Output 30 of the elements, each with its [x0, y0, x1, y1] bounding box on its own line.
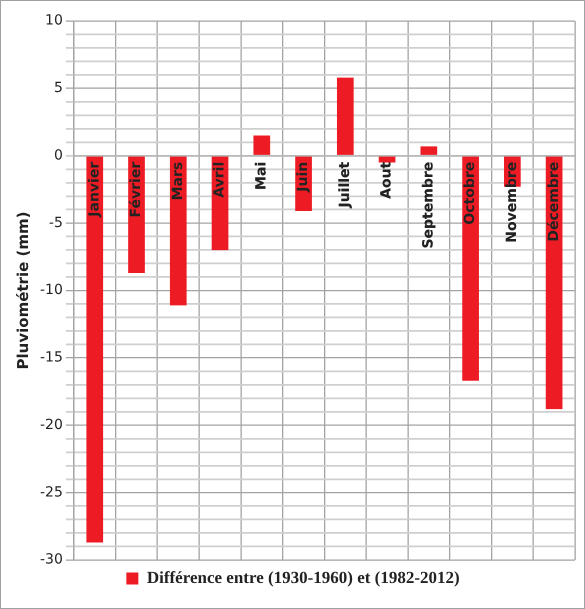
x-tick-label: Juin: [295, 162, 312, 193]
y-tick-label: -25: [40, 484, 63, 500]
legend-label: Différence entre (1930-1960) et (1982-2012): [146, 568, 460, 587]
x-tick-label: Septembre: [420, 162, 436, 249]
y-tick-label: -10: [40, 282, 63, 298]
y-tick-label: 10: [45, 12, 63, 29]
bar: [420, 146, 438, 155]
y-tick-label: -20: [40, 416, 63, 433]
bar: [378, 156, 396, 162]
bar: [336, 78, 354, 155]
x-tick-label: Juillet: [336, 161, 353, 209]
y-tick-label: 5: [54, 80, 63, 96]
x-tick-label: Octobre: [462, 162, 478, 225]
x-tick-label: Février: [128, 162, 144, 218]
x-tick-label: Novembre: [504, 162, 520, 243]
bar: [462, 156, 479, 381]
x-tick-label: Mars: [170, 162, 186, 200]
y-tick-label: -30: [40, 552, 63, 568]
y-axis-title: Pluviométrie (mm): [14, 212, 32, 370]
y-tick-label: -5: [48, 214, 63, 231]
x-tick-label: Janvier: [86, 162, 102, 218]
x-tick-label: Avril: [212, 162, 228, 198]
bar: [86, 156, 104, 542]
x-tick-label: Aout: [378, 161, 395, 199]
bar: [253, 136, 270, 155]
x-tick-label: Décembre: [546, 162, 562, 242]
y-tick-label: -15: [40, 350, 63, 366]
y-tick-label: 0: [54, 147, 63, 164]
x-tick-label: Mai: [253, 162, 270, 190]
bar: [170, 156, 187, 306]
